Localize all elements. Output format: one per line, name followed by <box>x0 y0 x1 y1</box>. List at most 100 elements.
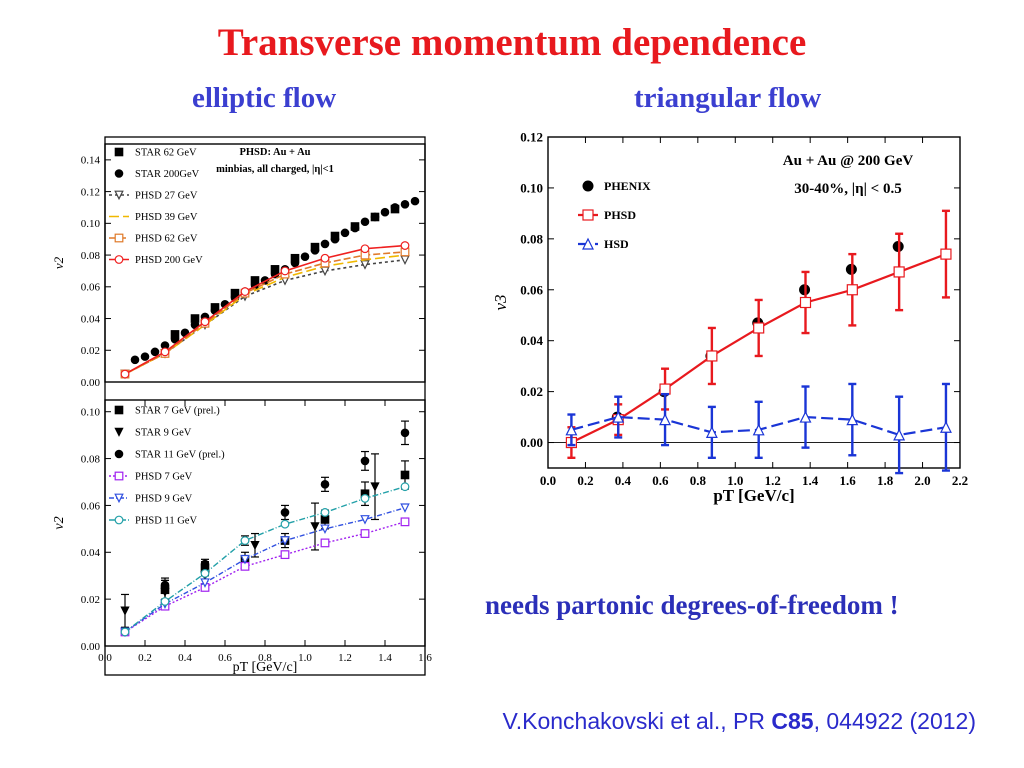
data-point <box>400 199 410 209</box>
data-point <box>310 522 320 532</box>
data-point <box>160 347 170 357</box>
panel-top: 0.00 0.02 0.04 0.06 0.08 0.10 0.12 0.14 v2 STAR 6… <box>51 143 426 389</box>
y-tick-label: 0.00 <box>520 435 543 450</box>
data-point <box>130 355 140 365</box>
y-tick-label: 0.12 <box>520 130 543 145</box>
data-point <box>940 248 952 260</box>
data-point <box>340 228 350 238</box>
x-tick-label: 2.2 <box>952 473 968 488</box>
x-tick-label: 1.0 <box>298 652 312 664</box>
data-point <box>400 241 410 250</box>
triangular-flow-chart: 0.00 0.02 0.04 0.06 0.08 0.10 0.12 0.0 0.2 0.4 0.6… <box>491 130 968 505</box>
data-point <box>150 347 160 357</box>
data-point <box>360 456 370 466</box>
y-tick-label: 0.14 <box>81 155 101 167</box>
panel-right: 0.00 0.02 0.04 0.06 0.08 0.10 0.12 0.0 0.2 0.4 0.6… <box>491 130 968 505</box>
data-point <box>300 252 310 261</box>
legend-label: STAR 7 GeV (prel.) <box>135 406 220 417</box>
plot-frame <box>104 143 426 383</box>
data-point <box>400 503 410 513</box>
legend-marker <box>114 515 124 525</box>
plot-annotation: Au + Au @ 200 GeV <box>783 153 914 169</box>
data-point <box>612 410 625 423</box>
triangular-flow-subtitle: triangular flow <box>634 82 822 114</box>
data-point <box>200 559 210 569</box>
legend-marker <box>582 180 594 192</box>
panel-bottom: 0.00 0.02 0.04 0.06 0.08 0.10 0.0 0.2 0.4 0.6 0.8 1… <box>52 399 432 675</box>
series-phsd-27-gev <box>120 255 410 380</box>
data-point <box>390 203 400 212</box>
legend-marker <box>114 405 124 415</box>
data-point <box>360 515 370 525</box>
data-point <box>659 413 672 426</box>
series-hsd <box>565 382 952 475</box>
data-point <box>799 296 812 309</box>
data-point <box>280 508 290 517</box>
series-phsd-200-gev <box>120 241 410 379</box>
legend-label: STAR 9 GeV <box>135 428 192 439</box>
x-axis-label: pT [GeV/c] <box>713 486 794 505</box>
series-phsd-7-gev <box>120 517 410 637</box>
legend-label: STAR 62 GeV <box>135 148 197 159</box>
legend-marker <box>114 190 124 201</box>
legend-marker <box>114 427 124 437</box>
y-tick-label: 0.10 <box>81 407 101 419</box>
legend: PHENIX PHSD HSD <box>578 179 651 251</box>
legend-label: PHSD 39 GeV <box>135 212 198 223</box>
x-tick-label: 0.4 <box>615 473 632 488</box>
x-tick-label: 1.6 <box>840 473 857 488</box>
x-tick-label: 0.6 <box>218 652 232 664</box>
legend-label: PHSD <box>604 208 636 222</box>
data-point <box>565 423 578 436</box>
data-point <box>400 517 410 527</box>
data-point <box>360 260 370 270</box>
series-line <box>124 486 406 633</box>
data-point <box>360 244 370 254</box>
legend: STAR 62 GeV STAR 200GeV PHSD 27 GeV PHSD 39… <box>109 148 203 266</box>
data-point <box>705 426 718 438</box>
x-tick-label: 1.4 <box>378 652 392 664</box>
elliptic-flow-subtitle: elliptic flow <box>192 82 337 114</box>
series-line <box>124 507 406 633</box>
y-tick-label: 0.02 <box>81 594 100 606</box>
data-point <box>120 606 130 616</box>
legend-marker <box>114 471 124 481</box>
y-tick-label: 0.04 <box>520 333 543 348</box>
legend-marker <box>114 147 124 157</box>
x-tick-label: 0.0 <box>540 473 556 488</box>
y-axis-label: v2 <box>52 516 67 529</box>
data-point <box>360 217 370 227</box>
legend-item: PHSD 27 GeV <box>109 190 198 202</box>
x-tick-label: 1.0 <box>727 473 743 488</box>
legend-label: HSD <box>604 237 629 251</box>
x-axis-label: pT [GeV/c] <box>233 660 298 675</box>
y-axis-label: v2 <box>51 256 66 269</box>
data-point <box>200 568 210 578</box>
legend-label: PHSD 62 GeV <box>135 234 198 245</box>
data-point <box>846 284 858 296</box>
data-point <box>120 369 130 379</box>
legend-marker <box>114 255 124 264</box>
data-point <box>240 536 250 545</box>
data-point <box>250 540 260 551</box>
series-line <box>124 251 406 375</box>
data-point <box>200 317 210 327</box>
legend-item: STAR 9 GeV <box>114 427 192 439</box>
data-point <box>280 266 290 276</box>
x-tick-label: 0.2 <box>577 473 593 488</box>
x-tick-label: 1.2 <box>765 473 781 488</box>
data-point <box>160 597 170 606</box>
data-point <box>120 627 130 637</box>
data-point <box>320 253 330 263</box>
x-tick-label: 2.0 <box>914 473 930 488</box>
slide-title: Transverse momentum dependence <box>217 21 807 64</box>
legend-label: PHSD 200 GeV <box>135 255 203 266</box>
y-tick-label: 0.02 <box>520 384 543 399</box>
data-point <box>799 410 812 423</box>
x-tick-label: 0.0 <box>98 652 112 664</box>
series-line <box>124 521 406 633</box>
legend-label: PHSD 7 GeV <box>135 472 193 483</box>
data-point <box>320 480 330 489</box>
data-point <box>706 350 718 362</box>
data-point <box>659 383 671 395</box>
